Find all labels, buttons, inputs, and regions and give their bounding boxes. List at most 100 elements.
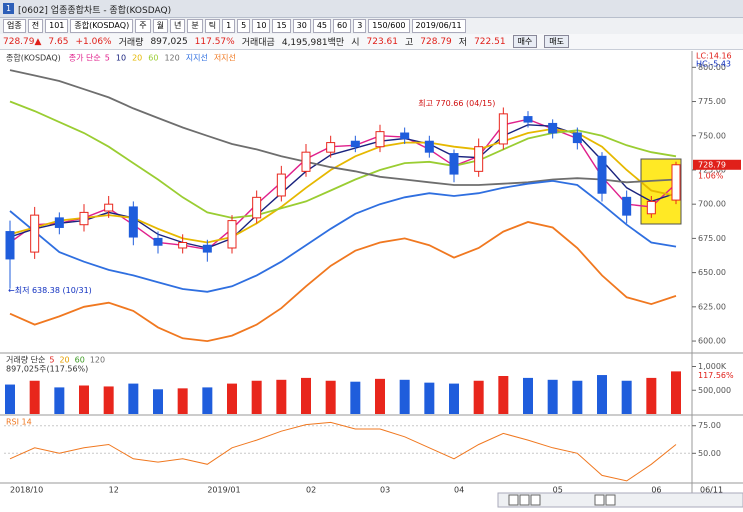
toolbar-item[interactable]: 종합(KOSDAQ) (70, 19, 134, 33)
toolbar-item[interactable]: 3 (353, 19, 367, 33)
zoom-button[interactable] (605, 494, 616, 506)
toolbar-item[interactable]: 월 (152, 19, 168, 33)
y-tick-label: 600.00 (698, 337, 726, 346)
quote-field: 728.79▲ (3, 36, 42, 47)
quote-field: 723.61 (366, 36, 399, 47)
volume-subtitle: 897,025주(117.56%) (6, 365, 88, 374)
x-tick-label: 06 (651, 486, 661, 495)
quote-field: +1.06% (75, 36, 112, 47)
toolbar-item[interactable]: 10 (252, 19, 271, 33)
candle-body (597, 155, 607, 194)
y-tick-label: 1,000K (698, 362, 727, 371)
toolbar-item[interactable]: 전 (27, 19, 44, 33)
candle-body (79, 211, 89, 226)
lc-label: LC:14.16 (696, 52, 732, 61)
scroll-controls (497, 492, 743, 508)
toolbar-item[interactable]: 60 (333, 19, 352, 33)
legend-entry: 20 (59, 356, 69, 365)
ma-line (9, 100, 677, 219)
scroll-button[interactable] (519, 494, 530, 506)
order-button[interactable]: 매도 (544, 35, 570, 48)
candle-body (474, 146, 484, 172)
last-change-label: 1.06% (698, 171, 724, 180)
toolbar-item[interactable]: 년 (169, 19, 186, 33)
volume-bar (498, 376, 509, 414)
candle-body (548, 122, 558, 134)
quote-row: 728.79▲ 7.65 +1.06% 거래량 897,025 117.57% 거래대금 4,… (0, 34, 743, 50)
legend-entry: 120 (90, 356, 105, 365)
candle-body (326, 142, 336, 153)
candle-body (202, 244, 212, 253)
y-tick-label: 675.00 (698, 234, 726, 243)
volume-bar (523, 377, 533, 414)
volume-bar (227, 383, 237, 414)
volume-bar (251, 380, 262, 414)
toolbar-item[interactable]: 2019/06/11 (411, 19, 466, 33)
low-annotation: ←최저 638.38 (10/31) (8, 285, 92, 295)
legend-entry: 10 (116, 54, 126, 63)
zoom-button[interactable] (594, 494, 605, 506)
toolbar-item[interactable]: 분 (187, 19, 203, 33)
quote-field: 거래량 (118, 38, 144, 48)
volume-bar (399, 379, 410, 414)
quote-field: 117.57% (194, 36, 235, 47)
toolbar-item[interactable]: 150/600 (368, 19, 410, 33)
x-tick-label: 2019/01 (207, 486, 240, 495)
toolbar-item[interactable]: 1 (222, 19, 236, 33)
legend-entry: 120 (164, 54, 179, 63)
chart: 800.00 775.00 750.00 725.00 700.00 675.00 650.… (0, 51, 743, 512)
window-title: [0602] 업종종합차트 - 종합(KOSDAQ) (18, 6, 172, 16)
legend-entry: 5 (105, 54, 110, 63)
volume-bar (103, 386, 114, 414)
toolbar-item[interactable]: 업종 (3, 19, 26, 33)
toolbar-item[interactable]: 주 (135, 19, 151, 33)
volume-bar (621, 380, 632, 414)
y-tick-label: 625.00 (698, 302, 726, 311)
candle-body (153, 237, 163, 246)
y-tick-label: 700.00 (698, 200, 726, 209)
candle-body (572, 132, 582, 144)
toolbar-item[interactable]: 101 (45, 19, 69, 33)
volume-bar (646, 377, 657, 414)
volume-bar (572, 380, 583, 414)
order-button[interactable]: 매수 (512, 35, 538, 48)
toolbar-item[interactable]: 45 (312, 19, 331, 33)
quote-field: 저 (458, 38, 468, 48)
candle-body (622, 196, 632, 216)
legend-title: RSI 14 (6, 418, 32, 427)
volume-bar (153, 389, 163, 414)
volume-bar (128, 383, 139, 414)
toolbar: 업종 전 101 종합(KOSDAQ) 주 월 년 분 틱 1 5 10 15 30 45 60 3 150/60… (0, 18, 743, 34)
candle-body (646, 200, 656, 215)
candle-body (104, 203, 114, 212)
scroll-button[interactable] (530, 494, 541, 506)
window-icon: 1 (3, 3, 14, 14)
ma-line (9, 179, 677, 293)
y-tick-label: 50.00 (698, 449, 721, 458)
title-bar: 1 [0602] 업종종합차트 - 종합(KOSDAQ) (0, 0, 743, 18)
volume-bar (424, 382, 435, 414)
volume-bar (473, 380, 484, 414)
toolbar-item[interactable]: 틱 (204, 19, 221, 33)
volume-bar (671, 371, 681, 414)
candle-body (671, 164, 681, 201)
toolbar-item[interactable]: 5 (237, 19, 251, 33)
legend-entry: 60 (75, 356, 85, 365)
candle-body (498, 113, 508, 145)
candle-body (375, 131, 385, 148)
y-tick-label: 650.00 (698, 268, 726, 277)
quote-field: 7.65 (48, 36, 69, 47)
last-price-box (693, 159, 741, 170)
candle-body (424, 140, 434, 153)
scroll-button[interactable] (508, 494, 519, 506)
x-tick-label: 12 (109, 486, 119, 495)
candle-body (449, 153, 459, 175)
toolbar-item[interactable]: 30 (292, 19, 311, 33)
candle-body (350, 140, 360, 148)
y-tick-label: 775.00 (698, 97, 726, 106)
volume-bar (547, 379, 558, 414)
x-tick-label: 03 (380, 486, 390, 495)
quote-field: 722.51 (474, 36, 506, 47)
toolbar-item[interactable]: 15 (272, 19, 291, 33)
volume-bar (29, 380, 40, 414)
